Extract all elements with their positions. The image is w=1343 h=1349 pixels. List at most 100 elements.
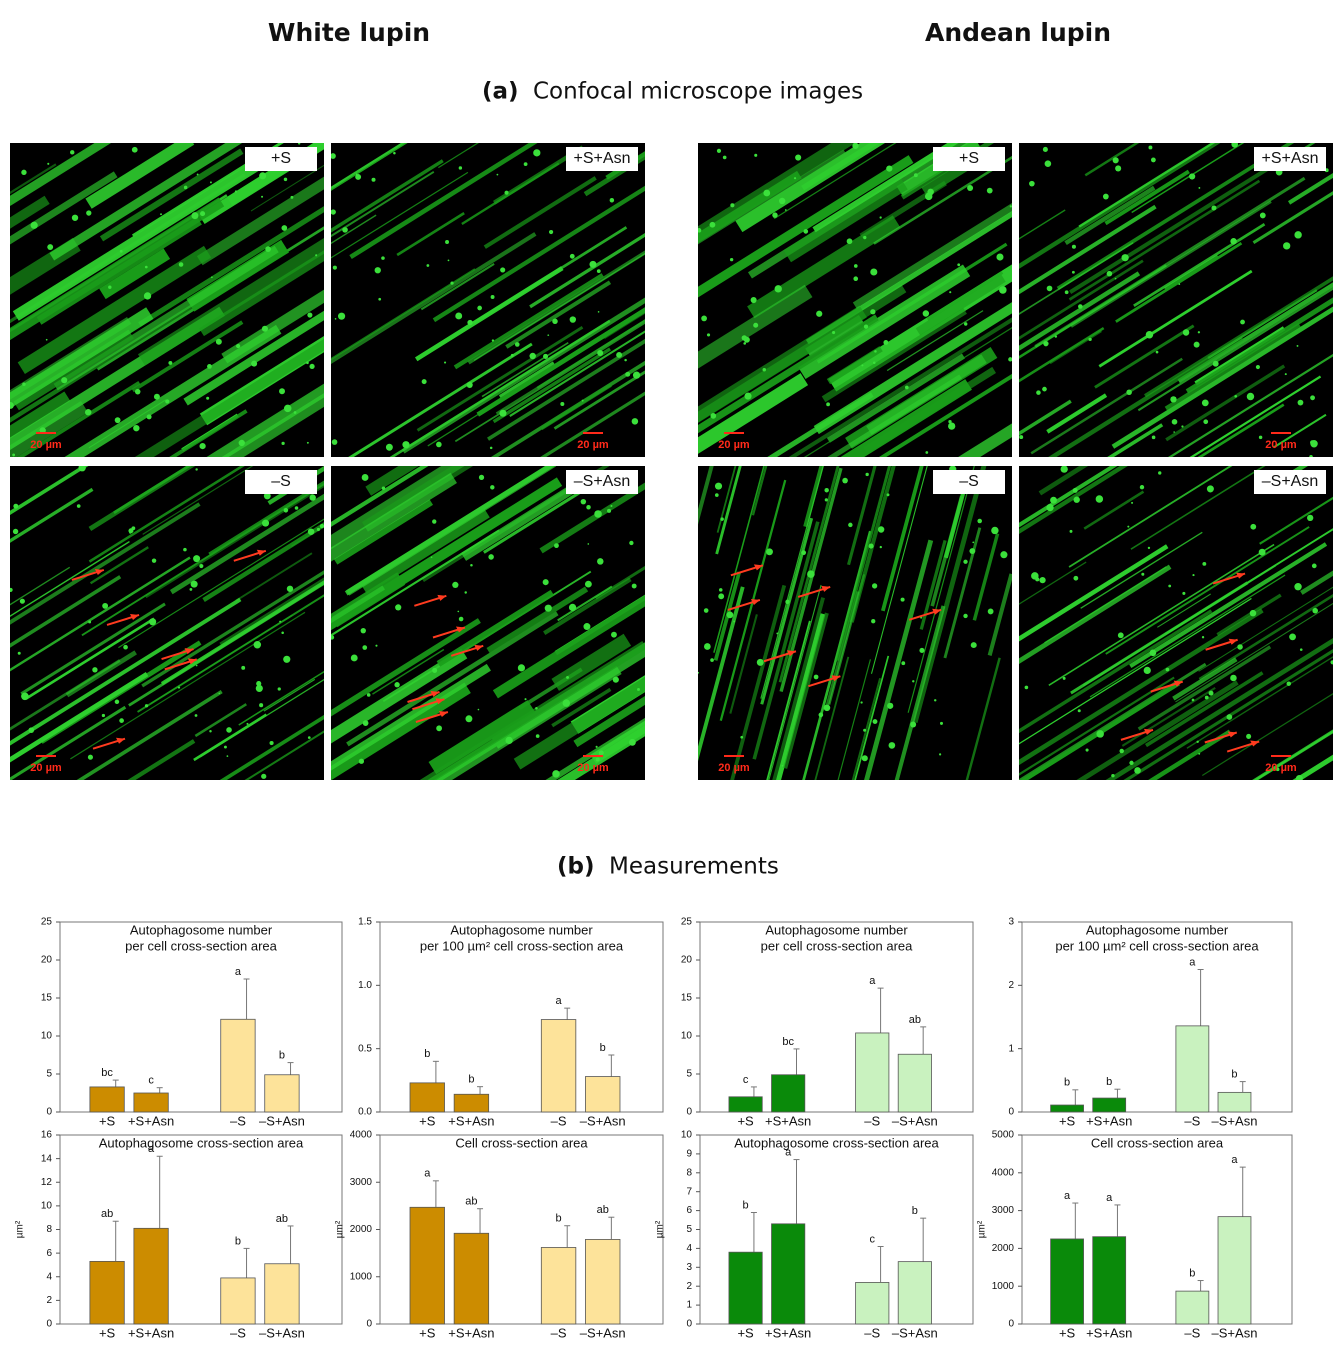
speck <box>863 324 869 329</box>
speck <box>709 221 716 228</box>
y-tick-label: 2 <box>1008 980 1014 991</box>
speck <box>1148 145 1153 150</box>
speck <box>1249 609 1257 617</box>
speck <box>818 712 824 718</box>
cell-wall <box>958 423 1012 457</box>
significance-letter: c <box>870 1233 876 1245</box>
cell-wall <box>747 215 901 319</box>
speck <box>744 392 752 400</box>
speck <box>334 318 337 320</box>
cell-wall <box>362 509 490 595</box>
y-tick-label: 1 <box>686 1300 692 1311</box>
cell-wall <box>1019 271 1141 351</box>
speck <box>189 587 193 591</box>
cell-wall <box>331 663 491 771</box>
speck <box>1181 425 1184 428</box>
speck <box>609 198 615 203</box>
cell-wall <box>396 211 465 257</box>
cell-wall <box>573 695 645 748</box>
speck <box>1201 636 1205 639</box>
microscope-image: –S+Asn 20 µm <box>331 466 645 780</box>
speck <box>523 162 528 166</box>
speck <box>467 319 473 326</box>
speck <box>554 543 559 549</box>
speck <box>698 228 702 233</box>
y-axis-label: µm² <box>655 1220 666 1238</box>
speck <box>394 682 400 688</box>
significance-letter: c <box>148 1075 154 1087</box>
cell-wall <box>481 341 569 398</box>
x-tick-label: –S+Asn <box>1212 1325 1258 1340</box>
cell-wall <box>1098 269 1253 368</box>
bar <box>1050 1238 1084 1325</box>
x-tick-label: –S+Asn <box>259 1325 305 1340</box>
microscope-image: –S+Asn 20 µm <box>1019 466 1333 780</box>
speck <box>1310 395 1315 401</box>
speck <box>286 585 294 592</box>
cell-wall <box>813 302 1012 435</box>
cell-wall <box>498 361 556 400</box>
cell-wall <box>540 391 645 457</box>
speck <box>71 214 79 221</box>
speck <box>535 734 540 738</box>
cell-wall <box>1175 602 1333 703</box>
cell-wall <box>772 597 825 780</box>
speck <box>566 675 569 679</box>
cell-wall <box>1020 681 1180 780</box>
speck <box>281 631 284 635</box>
bar <box>453 1093 490 1113</box>
cell-wall <box>698 586 745 762</box>
arrow-head <box>94 568 104 575</box>
cell-wall <box>169 493 324 595</box>
cell-wall <box>827 374 962 457</box>
speck <box>10 402 14 409</box>
cell-wall <box>751 466 768 516</box>
chart-title: Autophagosome number <box>130 922 273 937</box>
y-tick-label: 10 <box>681 1130 693 1141</box>
cell-wall <box>137 594 324 713</box>
x-tick-label: +S <box>419 1113 436 1128</box>
speck <box>331 635 335 640</box>
speck <box>1155 350 1159 354</box>
cell-wall <box>1019 564 1172 664</box>
cell-wall <box>10 575 122 648</box>
speck <box>490 295 495 299</box>
bar <box>1092 1236 1127 1325</box>
y-tick-label: 9 <box>686 1149 692 1160</box>
cell-wall <box>138 206 324 327</box>
arrow-head <box>831 675 841 682</box>
speck <box>583 623 591 631</box>
speck <box>366 693 371 697</box>
cell-wall <box>1080 531 1203 609</box>
speck <box>360 627 366 634</box>
speck <box>101 713 106 718</box>
significance-letter: ab <box>465 1196 477 1208</box>
scale-label: 20 µm <box>577 762 609 774</box>
speck <box>297 143 301 145</box>
speck <box>870 268 878 276</box>
arrow-head <box>821 585 831 592</box>
cell-wall <box>1148 729 1232 780</box>
speck <box>1129 760 1134 765</box>
speck <box>1114 277 1117 280</box>
y-tick-label: 0 <box>686 1319 692 1330</box>
speck <box>568 603 577 612</box>
cell-wall <box>912 466 987 723</box>
cell-wall <box>219 714 324 780</box>
speck <box>293 411 297 414</box>
speck <box>586 505 591 510</box>
cell-wall <box>10 307 154 409</box>
y-tick-label: 12 <box>41 1177 53 1188</box>
speck <box>562 699 571 707</box>
speck <box>1096 730 1104 738</box>
cell-wall <box>1084 143 1140 177</box>
speck <box>607 508 612 513</box>
speck <box>226 755 229 758</box>
section-title: Confocal microscope images <box>533 79 863 105</box>
speck <box>868 543 874 549</box>
cell-wall <box>438 143 479 169</box>
cell-wall <box>752 521 820 760</box>
speck <box>1258 435 1263 440</box>
significance-letter: a <box>1189 956 1196 968</box>
speck <box>183 185 188 190</box>
